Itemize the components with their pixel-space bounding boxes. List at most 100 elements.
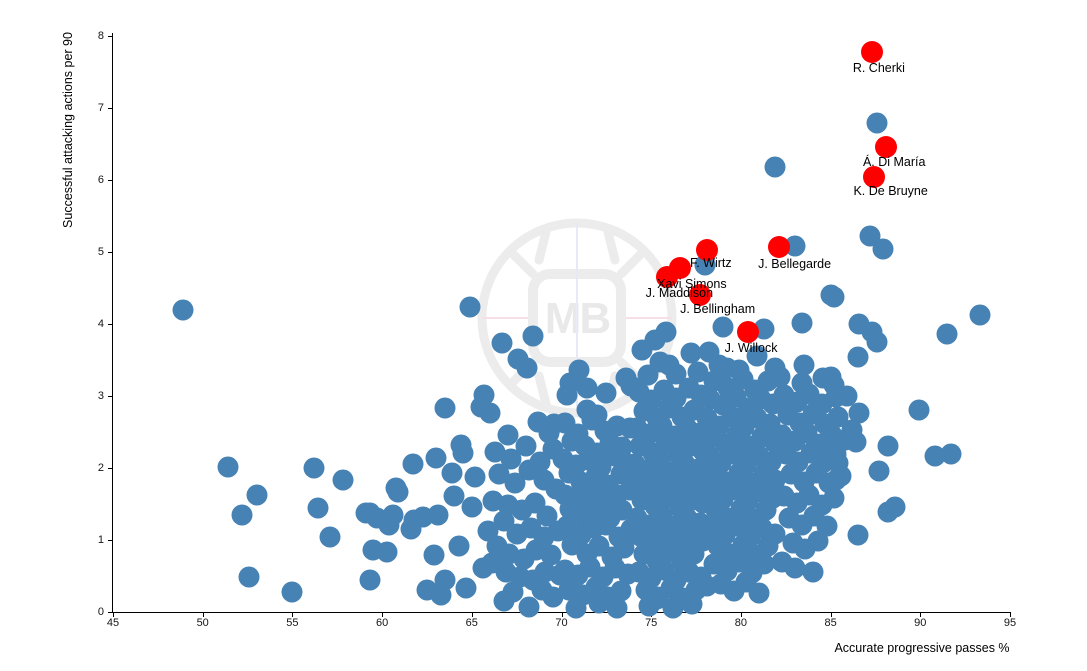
data-point [655,321,677,343]
y-tick-mark [108,540,112,541]
data-point [491,332,513,354]
highlight-point [767,235,790,258]
data-point [423,544,445,566]
data-point [515,435,537,457]
data-point [696,575,718,597]
data-point [217,456,239,478]
data-point [755,499,777,521]
highlight-point [688,284,711,307]
y-tick-mark [108,396,112,397]
data-point [613,537,635,559]
data-point [646,588,668,610]
watermark-seam [616,246,649,279]
data-point [502,581,524,603]
data-point [281,581,303,603]
data-point [637,364,659,386]
data-point [522,325,544,347]
data-point [791,312,813,334]
watermark-seam [534,371,552,413]
data-point [319,526,341,548]
data-point [427,504,449,526]
y-tick-label: 4 [97,318,104,330]
y-tick-mark [108,180,112,181]
x-tick-label: 80 [734,617,748,629]
data-point [764,156,786,178]
data-point [527,411,549,433]
data-point [516,357,538,379]
data-point [556,384,578,406]
highlight-point [737,320,760,343]
data-point [848,402,870,424]
data-point [698,341,720,363]
x-tick-mark [202,613,204,617]
x-tick-label: 55 [286,617,299,629]
data-point [481,552,503,574]
data-point [606,597,628,619]
data-point [764,469,786,491]
data-point [877,435,899,457]
data-point [500,448,522,470]
data-point [827,452,849,474]
data-point [820,366,842,388]
x-tick-mark [1010,613,1011,617]
data-point [680,342,702,364]
data-point [497,424,519,446]
y-tick-label: 0 [97,606,104,618]
x-tick-mark [292,613,294,617]
y-tick-mark [108,36,112,37]
x-tick-mark [113,613,114,617]
y-tick-mark [108,108,112,109]
player-label: K. De Bruyne [853,184,928,199]
data-point [827,406,849,428]
data-point [488,463,510,485]
highlight-point [656,266,679,289]
data-point [540,544,562,566]
data-point [784,557,806,579]
x-tick-label: 85 [824,617,837,629]
data-point [568,359,590,381]
data-point [518,596,540,618]
data-point [565,597,587,619]
y-tick-mark [108,612,112,613]
data-point [712,316,734,338]
player-label: F. Wirtz [689,255,732,270]
x-tick-label: 90 [914,617,927,629]
data-point [784,235,806,257]
data-point [631,339,653,361]
data-point [802,561,824,583]
data-point [484,441,506,463]
data-point [385,477,407,499]
data-point [238,566,260,588]
data-point [459,296,481,318]
player-label: J. Bellingham [680,302,756,317]
data-point [455,577,477,599]
watermark-seam [534,223,552,265]
x-tick-mark [740,613,742,617]
highlight-point [875,135,898,158]
data-point [748,582,770,604]
data-point [908,399,929,421]
data-point [576,377,598,399]
y-tick-mark [108,252,112,253]
data-point [820,284,842,306]
data-point [769,366,791,388]
y-tick-label: 3 [97,390,104,402]
data-point [681,593,703,615]
data-point [924,445,946,467]
data-point [464,466,486,488]
data-point [872,238,894,260]
data-point [303,457,325,479]
x-tick-label: 70 [555,617,568,629]
y-tick-label: 5 [97,246,104,258]
data-point [359,569,381,591]
data-point [866,112,888,134]
data-point [866,331,888,353]
highlight-point [860,40,883,63]
x-tick-label: 95 [1003,617,1017,629]
data-point [847,524,868,546]
highlight-point [862,166,885,189]
data-point [479,402,501,424]
x-tick-label: 75 [645,617,658,629]
